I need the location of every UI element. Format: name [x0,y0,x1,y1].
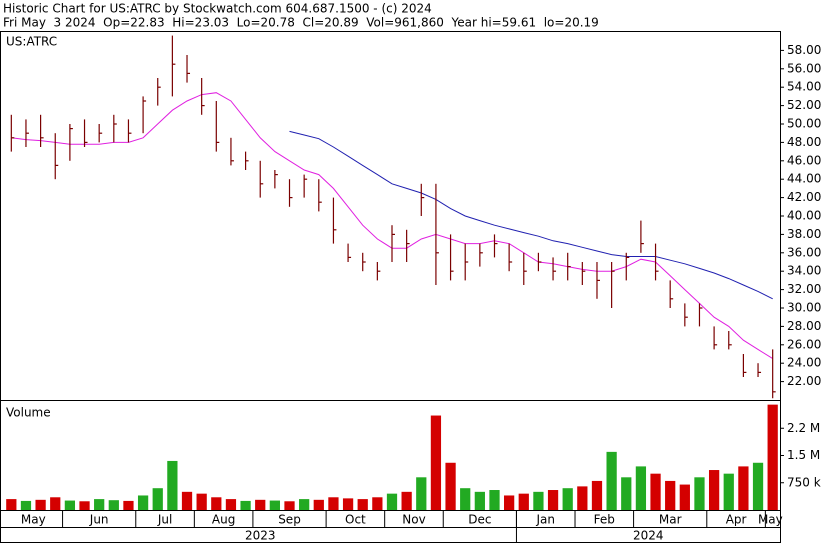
volume-bar [430,415,442,510]
volume-bar [181,491,193,510]
y-tick-label: 42.00 [787,190,821,204]
y-tick-label: 58.00 [787,43,821,57]
y-tick-label: 34.00 [787,264,821,278]
y-tick-label: 750 k [787,475,821,489]
volume-bar [474,491,485,510]
volume-bar [445,462,456,510]
x-tick-label: Feb [594,513,615,527]
x-tick-label: Jul [157,513,172,527]
x-tick-label: Sep [278,513,301,527]
volume-bar [562,488,573,510]
volume-bar [328,497,339,510]
y-tick-label: 1.5 M [787,448,820,462]
volume-bar [401,491,412,510]
volume-bar [767,404,778,510]
y-tick-label: 32.00 [787,282,821,296]
y-tick-label: 26.00 [787,337,821,351]
y-tick-label: 52.00 [787,98,821,112]
price-pane [0,31,781,401]
y-tick-label: 28.00 [787,319,821,333]
volume-bar [137,495,149,510]
volume-bar [167,460,178,510]
x-tick-label: May [21,513,46,527]
x-tick-label: Dec [468,513,491,527]
volume-bar [108,500,119,510]
volume-bar [79,501,90,510]
volume-bar [372,497,383,510]
x-tick-label: May [758,513,783,527]
volume-bar [386,493,398,510]
year-label: 2023 [245,529,276,543]
volume-label: Volume [6,406,51,420]
y-tick-label: 56.00 [787,61,821,75]
volume-bar [6,499,17,510]
header-title: Historic Chart for US:ATRC by Stockwatch… [3,2,432,16]
volume-bar [723,473,734,510]
volume-bar [518,493,529,510]
year-axis [0,527,781,543]
volume-bar [196,493,207,510]
y-tick-label: 22.00 [787,374,821,388]
volume-bar [342,498,354,510]
volume-bar [416,477,427,510]
volume-bar [240,500,251,510]
volume-bar [708,470,720,510]
y-tick-label: 24.00 [787,356,821,370]
volume-bar [357,499,368,510]
y-tick-label: 40.00 [787,209,821,223]
volume-bar [269,500,280,510]
y-tick-label: 30.00 [787,301,821,315]
volume-bar [35,499,46,510]
volume-bar [313,499,324,510]
volume-bar [64,500,76,510]
volume-bar [504,495,515,510]
volume-bar [299,499,310,510]
volume-bar [547,490,559,510]
volume-bar [211,497,222,510]
x-tick-label: Mar [659,513,682,527]
volume-bar [94,499,105,510]
volume-bar [679,484,690,510]
y-tick-label: 2.2 M [787,421,820,435]
volume-bar [152,488,163,510]
year-label: 2024 [633,529,664,543]
x-tick-label: Nov [402,513,425,527]
volume-bar [694,477,705,510]
volume-bar [50,497,61,510]
price-label: US:ATRC [6,35,57,49]
volume-bar [665,480,676,510]
header-quote: Fri May 3 2024 Op=22.83 Hi=23.03 Lo=20.7… [3,16,599,30]
y-tick-label: 38.00 [787,227,821,241]
y-tick-label: 54.00 [787,80,821,94]
volume-bar [123,500,134,510]
y-tick-label: 36.00 [787,245,821,259]
moving-average-line [289,130,773,300]
y-tick-label: 48.00 [787,135,821,149]
y-tick-label: 50.00 [787,117,821,131]
x-tick-label: Aug [212,513,235,527]
volume-bar [635,466,647,510]
volume-bar [621,477,632,510]
x-tick-label: Apr [726,513,747,527]
volume-bar [650,473,661,510]
volume-bar [255,499,266,510]
y-tick-label: 46.00 [787,153,821,167]
x-tick-label: Jun [89,513,109,527]
y-tick-label: 44.00 [787,172,821,186]
volume-bar [225,499,237,510]
x-tick-label: Oct [345,513,366,527]
volume-bar [489,490,500,510]
volume-bar [533,491,544,510]
volume-bar [577,486,588,510]
volume-bar [738,466,749,510]
x-tick-label: Jan [535,513,555,527]
volume-bar [752,462,764,510]
volume-bar [20,500,32,510]
volume-bar [460,488,471,510]
volume-bar [284,501,295,510]
volume-bar [591,480,603,510]
volume-bar [606,451,617,510]
